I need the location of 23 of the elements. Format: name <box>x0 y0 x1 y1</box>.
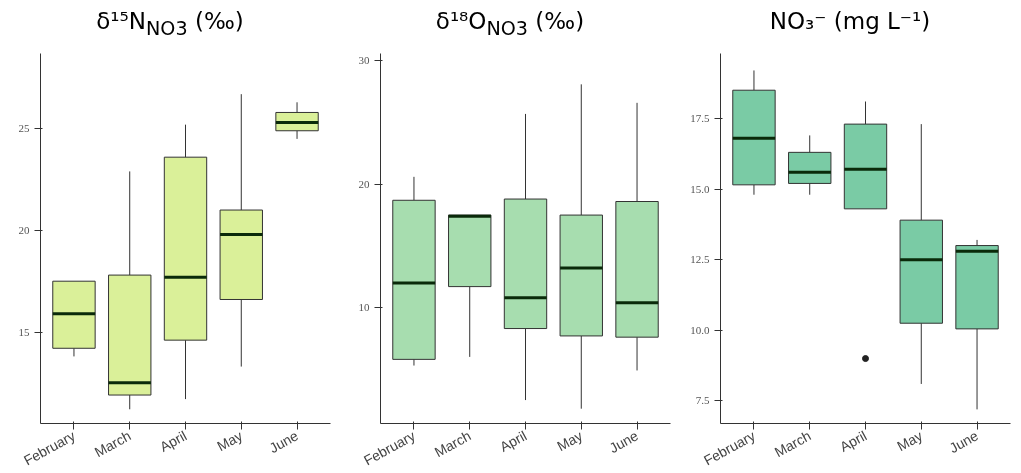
y-tick-label: 15 <box>18 325 30 338</box>
x-tick-label: May <box>554 427 586 455</box>
x-tick-label: April <box>497 427 530 455</box>
x-tick-label: June <box>266 427 302 457</box>
chart-title: δ¹⁵N$_{NO3}$ (‰) <box>95 7 245 42</box>
y-tick-label: 12.5 <box>690 253 710 266</box>
y-tick-label: 20 <box>358 177 370 190</box>
x-tick-label: May <box>214 427 246 455</box>
x-tick-label: June <box>946 427 982 457</box>
chart-title: δ¹⁸O$_{NO3}$ (‰) <box>434 7 586 42</box>
x-tick-label: April <box>837 427 870 455</box>
x-tick-label: June <box>606 427 642 457</box>
y-tick-label: 7.5 <box>695 394 710 407</box>
y-tick-label: 30 <box>358 54 370 67</box>
y-tick-label: 10 <box>358 301 370 314</box>
x-tick-label: April <box>157 427 190 455</box>
y-tick-label: 17.5 <box>690 111 710 124</box>
y-tick-label: 20 <box>18 223 30 236</box>
chart-title: NO₃⁻ (mg L⁻¹) <box>768 7 932 36</box>
x-tick-label: May <box>894 427 926 455</box>
y-tick-label: 25 <box>18 122 30 135</box>
y-tick-label: 15.0 <box>690 182 710 195</box>
y-tick-label: 10.0 <box>690 323 710 336</box>
